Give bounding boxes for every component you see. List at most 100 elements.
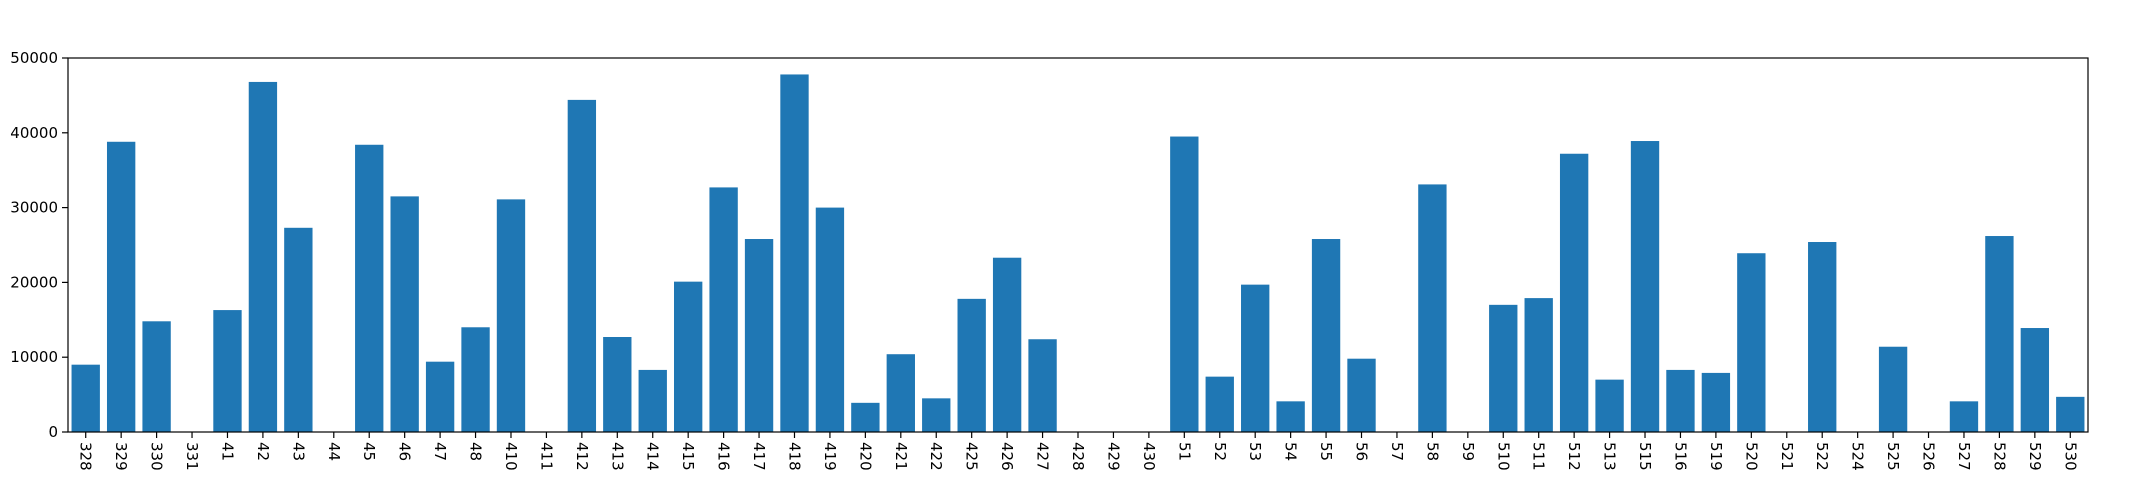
bar-527 [1949, 401, 1979, 432]
x-tick-label: 530 [2061, 442, 2079, 471]
x-tick-label: 59 [1459, 442, 1477, 461]
x-tick-label: 329 [112, 442, 130, 471]
bar-426 [992, 257, 1022, 432]
x-tick-label: 427 [1034, 442, 1052, 471]
bar-328 [71, 364, 100, 432]
y-tick-label: 30000 [10, 199, 58, 217]
x-tick-label: 426 [998, 442, 1016, 471]
x-tick-label: 57 [1388, 442, 1406, 461]
x-tick-label: 511 [1530, 442, 1548, 471]
x-tick-label: 328 [77, 442, 95, 471]
y-tick-label: 40000 [10, 124, 58, 142]
x-tick-label: 515 [1636, 442, 1654, 471]
x-tick-label: 413 [608, 442, 626, 471]
x-tick-label: 421 [892, 442, 910, 471]
bar-416 [709, 187, 738, 432]
x-tick-label: 58 [1423, 442, 1441, 461]
bar-47 [425, 361, 455, 432]
bar-522 [1808, 242, 1837, 432]
bar-418 [780, 74, 809, 433]
bar-512 [1559, 153, 1589, 432]
bar-54 [1276, 401, 1305, 432]
x-tick-label: 46 [396, 442, 414, 461]
bar-413 [603, 337, 632, 432]
bar-58 [1418, 184, 1447, 432]
x-tick-label: 527 [1955, 442, 1973, 471]
bar-510 [1489, 304, 1518, 432]
bar-series [71, 74, 2085, 433]
bar-515 [1630, 141, 1660, 432]
x-tick-label: 420 [856, 442, 874, 471]
bar-51 [1170, 136, 1199, 433]
x-tick-label: 41 [218, 442, 236, 461]
x-tick-label: 422 [927, 442, 945, 471]
bar-513 [1595, 379, 1624, 432]
bar-48 [461, 327, 490, 432]
x-tick-label: 47 [431, 442, 449, 461]
x-tick-label: 516 [1671, 442, 1689, 471]
x-tick-label: 411 [537, 442, 555, 471]
x-tick-label: 56 [1353, 442, 1371, 461]
bar-56 [1347, 358, 1376, 432]
y-tick-label: 0 [48, 423, 58, 441]
bar-41 [213, 310, 242, 432]
bar-42 [248, 81, 278, 432]
x-tick-label: 519 [1707, 442, 1725, 471]
bar-420 [851, 402, 880, 432]
x-tick-label: 416 [715, 442, 733, 471]
x-tick-label: 52 [1211, 442, 1229, 461]
x-tick-label: 513 [1601, 442, 1619, 471]
bar-45 [355, 144, 384, 432]
x-tick-label: 512 [1565, 442, 1583, 471]
x-tick-label: 430 [1140, 442, 1158, 471]
bar-529 [2020, 328, 2050, 432]
x-tick-label: 44 [325, 442, 343, 461]
y-axis: 0 10000 20000 30000 40000 50000 [10, 49, 68, 441]
x-tick-label: 510 [1494, 442, 1512, 471]
bar-53 [1241, 284, 1270, 432]
x-axis: 328 329 330 331 41 42 43 44 45 46 47 48 410 411 412 413… [77, 432, 2079, 471]
x-tick-label: 528 [1990, 442, 2008, 471]
bar-422 [922, 398, 951, 432]
x-tick-label: 425 [963, 442, 981, 471]
x-tick-label: 521 [1778, 442, 1796, 471]
x-tick-label: 414 [644, 442, 662, 471]
bar-421 [886, 354, 915, 432]
x-tick-label: 412 [573, 442, 591, 471]
x-tick-label: 55 [1317, 442, 1335, 461]
x-tick-label: 330 [148, 442, 166, 471]
bar-417 [744, 239, 774, 432]
x-tick-label: 520 [1742, 442, 1760, 471]
bar-511 [1524, 298, 1553, 432]
bar-43 [284, 227, 313, 432]
x-tick-label: 42 [254, 442, 272, 461]
x-tick-label: 45 [360, 442, 378, 461]
bar-427 [1028, 339, 1057, 432]
bar-419 [815, 207, 845, 432]
bar-415 [674, 281, 703, 432]
bar-525 [1878, 346, 1908, 432]
x-tick-label: 419 [821, 442, 839, 471]
bar-46 [390, 196, 419, 432]
x-tick-label: 43 [289, 442, 307, 461]
x-tick-label: 529 [2026, 442, 2044, 471]
bar-530 [2056, 396, 2085, 432]
x-tick-label: 48 [467, 442, 485, 461]
bar-412 [567, 99, 597, 432]
x-tick-label: 53 [1246, 442, 1264, 461]
bar-52 [1205, 376, 1234, 432]
bar-528 [1985, 236, 2014, 432]
x-tick-label: 418 [785, 442, 803, 471]
x-tick-label: 51 [1175, 442, 1193, 461]
x-tick-label: 524 [1849, 442, 1867, 471]
bar-519 [1701, 372, 1731, 432]
plot-frame [67, 57, 2089, 433]
bar-410 [496, 199, 526, 432]
bar-330 [142, 321, 171, 432]
x-tick-label: 429 [1104, 442, 1122, 471]
x-tick-label: 331 [183, 442, 201, 471]
x-tick-label: 54 [1282, 442, 1300, 461]
y-tick-label: 50000 [10, 49, 58, 67]
